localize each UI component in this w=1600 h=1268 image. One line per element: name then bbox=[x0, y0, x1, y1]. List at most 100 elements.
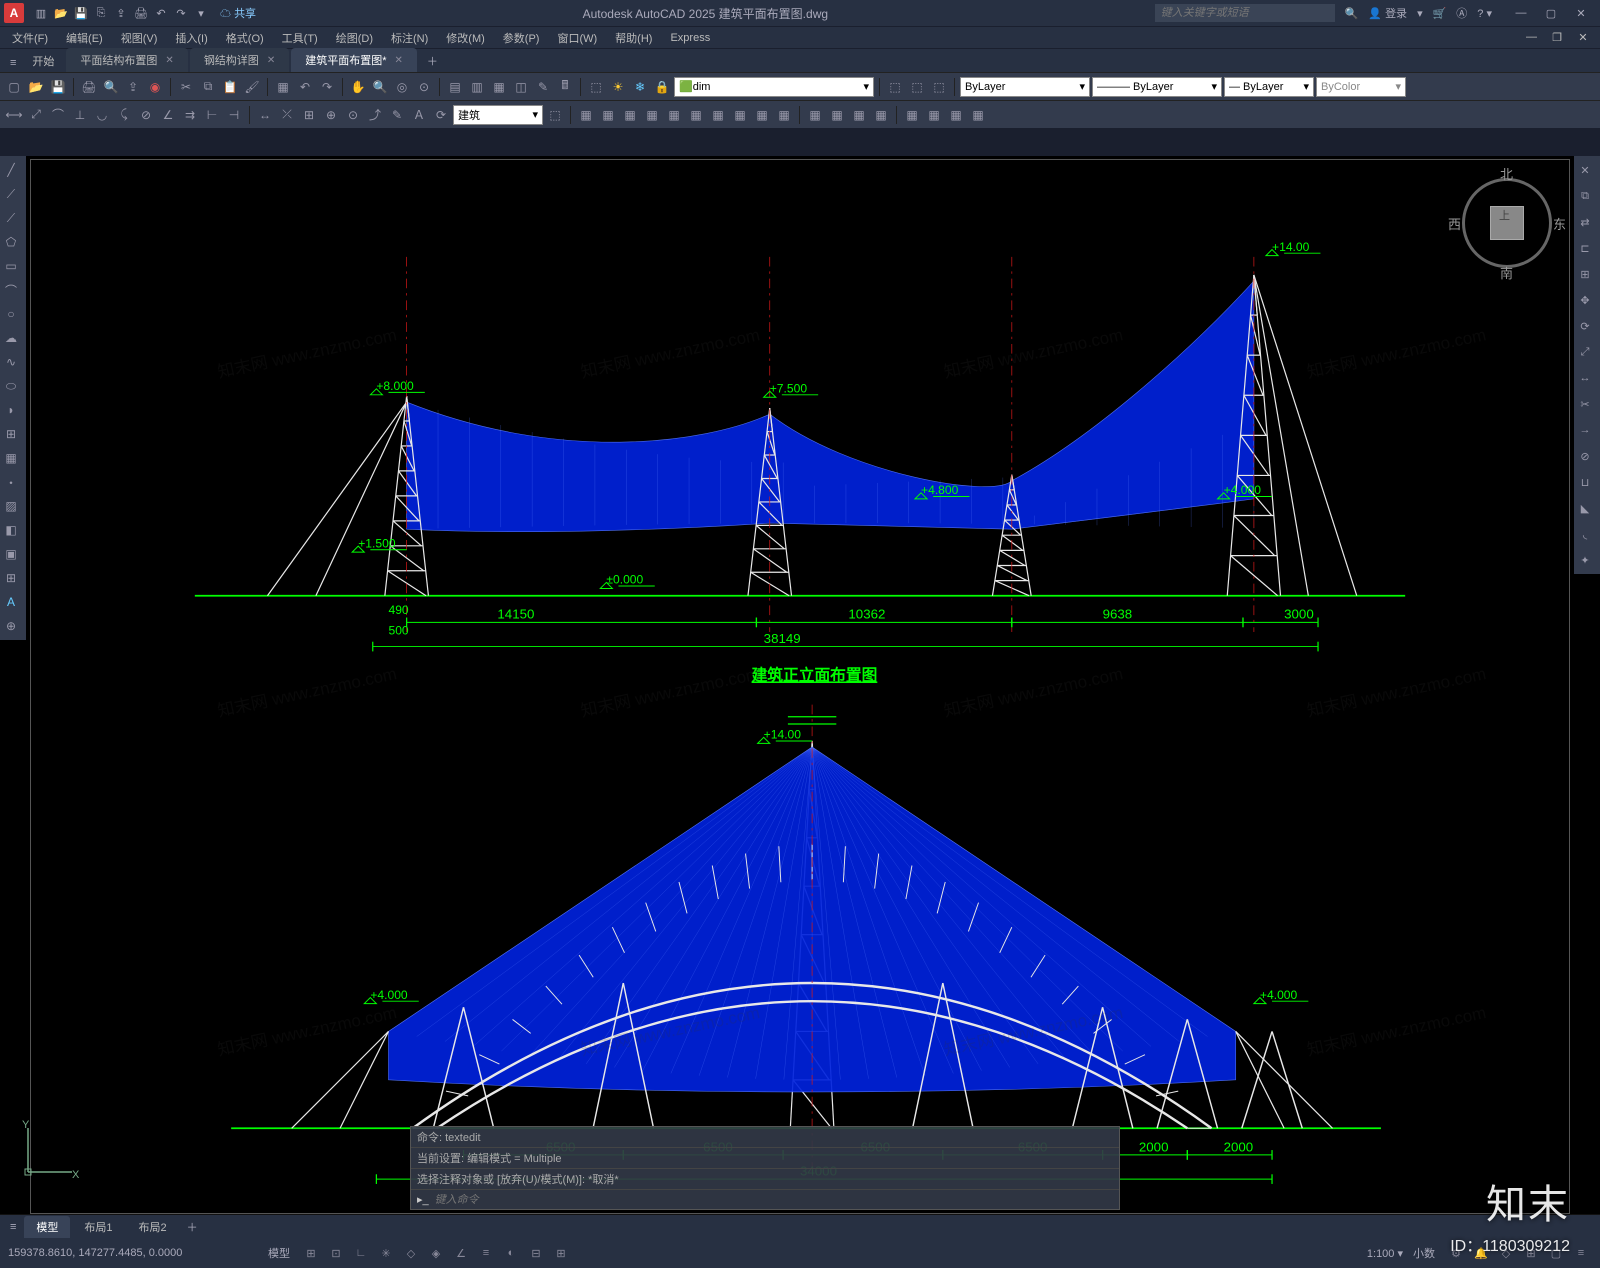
t4-icon[interactable]: ▦ bbox=[642, 105, 662, 125]
redo-icon[interactable]: ↷ bbox=[317, 77, 337, 97]
t16-icon[interactable]: ▦ bbox=[924, 105, 944, 125]
trim-icon[interactable]: ✂ bbox=[1574, 394, 1596, 414]
dimcont-icon[interactable]: ⊣ bbox=[224, 105, 244, 125]
arc-icon[interactable]: ⌒ bbox=[0, 280, 22, 300]
osnap-toggle-icon[interactable]: ◇ bbox=[400, 1243, 422, 1263]
scale-icon[interactable]: ⤢ bbox=[1574, 342, 1596, 362]
layiso-icon[interactable]: ⬚ bbox=[929, 77, 949, 97]
qat-save-icon[interactable]: 💾 bbox=[72, 4, 90, 22]
menu-window[interactable]: 窗口(W) bbox=[549, 28, 605, 48]
point-icon[interactable]: ・ bbox=[0, 472, 22, 492]
move-icon[interactable]: ✥ bbox=[1574, 290, 1596, 310]
layout-add-icon[interactable]: ＋ bbox=[181, 1219, 204, 1235]
file-tab[interactable]: 平面结构布置图✕ bbox=[66, 48, 187, 72]
menu-params[interactable]: 参数(P) bbox=[495, 28, 548, 48]
markup-icon[interactable]: ✎ bbox=[533, 77, 553, 97]
dimaligned-icon[interactable]: ⤢ bbox=[26, 105, 46, 125]
otrack-toggle-icon[interactable]: ∠ bbox=[450, 1243, 472, 1263]
ucs-icon[interactable]: YX bbox=[20, 1120, 80, 1183]
layer-manager-icon[interactable]: ⬚ bbox=[586, 77, 606, 97]
start-tab[interactable]: 开始 bbox=[22, 50, 64, 72]
cut-icon[interactable]: ✂ bbox=[176, 77, 196, 97]
t6-icon[interactable]: ▦ bbox=[686, 105, 706, 125]
t1-icon[interactable]: ▦ bbox=[576, 105, 596, 125]
copy2-icon[interactable]: ⧉ bbox=[1574, 186, 1596, 206]
doc-minimize-icon[interactable]: — bbox=[1518, 29, 1544, 46]
help-icon[interactable]: ? ▾ bbox=[1477, 7, 1492, 20]
array-icon[interactable]: ⊞ bbox=[1574, 264, 1596, 284]
addsel-icon[interactable]: ⊕ bbox=[0, 616, 22, 636]
qat-saveas-icon[interactable]: ⎘ bbox=[92, 4, 110, 22]
login-button[interactable]: 👤 登录 bbox=[1368, 5, 1407, 21]
tolerance-icon[interactable]: ⊞ bbox=[299, 105, 319, 125]
t10-icon[interactable]: ▦ bbox=[774, 105, 794, 125]
lineweight-combo[interactable]: — ByLayer▾ bbox=[1224, 77, 1314, 97]
drawing-canvas[interactable]: +8.000+7.500+14.00+1.500+4.800+4.000±0.0… bbox=[30, 159, 1570, 1214]
view-cube[interactable]: 上 北 南 东 西 bbox=[1452, 168, 1562, 278]
preview-icon[interactable]: 🔍 bbox=[101, 77, 121, 97]
t12-icon[interactable]: ▦ bbox=[827, 105, 847, 125]
units-display[interactable]: 小数 bbox=[1413, 1245, 1435, 1261]
menu-express[interactable]: Express bbox=[662, 30, 718, 46]
freeze-icon[interactable]: ❄ bbox=[630, 77, 650, 97]
file-tab[interactable]: 钢结构详图✕ bbox=[190, 48, 289, 72]
dimted-icon[interactable]: Ａ bbox=[409, 105, 429, 125]
dimstyle-icon[interactable]: ⬚ bbox=[545, 105, 565, 125]
menu-edit[interactable]: 编辑(E) bbox=[58, 28, 111, 48]
spline-icon[interactable]: ∿ bbox=[0, 352, 22, 372]
hamburger-icon[interactable]: ≡ bbox=[4, 54, 22, 72]
pline-icon[interactable]: ⟋ bbox=[0, 208, 22, 228]
menu-draw[interactable]: 绘图(D) bbox=[328, 28, 381, 48]
ellarc-icon[interactable]: ◗ bbox=[0, 400, 22, 420]
annoscale-display[interactable]: 1:100 ▾ bbox=[1367, 1247, 1403, 1260]
rect-icon[interactable]: ▭ bbox=[0, 256, 22, 276]
dimdia-icon[interactable]: ⊘ bbox=[136, 105, 156, 125]
t17-icon[interactable]: ▦ bbox=[946, 105, 966, 125]
t15-icon[interactable]: ▦ bbox=[902, 105, 922, 125]
linetype-combo[interactable]: ——— ByLayer▾ bbox=[1092, 77, 1222, 97]
dimord-icon[interactable]: ⊥ bbox=[70, 105, 90, 125]
rotate-icon[interactable]: ⟳ bbox=[1574, 316, 1596, 336]
dimupdate-icon[interactable]: ⟳ bbox=[431, 105, 451, 125]
publish-icon[interactable]: ⇪ bbox=[123, 77, 143, 97]
sheetset-icon[interactable]: ◫ bbox=[511, 77, 531, 97]
insert-icon[interactable]: ⊞ bbox=[0, 424, 22, 444]
layout-tab[interactable]: 布局2 bbox=[127, 1216, 179, 1238]
zoom-icon[interactable]: 🔍 bbox=[370, 77, 390, 97]
menu-view[interactable]: 视图(V) bbox=[113, 28, 166, 48]
paste-icon[interactable]: 📋 bbox=[220, 77, 240, 97]
matchprop-icon[interactable]: 🖌 bbox=[242, 77, 262, 97]
layprev-icon[interactable]: ⬚ bbox=[907, 77, 927, 97]
menu-insert[interactable]: 插入(I) bbox=[167, 28, 215, 48]
qat-new-icon[interactable]: ▥ bbox=[32, 4, 50, 22]
menu-help[interactable]: 帮助(H) bbox=[607, 28, 660, 48]
layer-combo[interactable]: 🟩 dim▾ bbox=[674, 77, 874, 97]
xline-icon[interactable]: ⟋ bbox=[0, 184, 22, 204]
layout-tab[interactable]: 布局1 bbox=[72, 1216, 124, 1238]
open-icon[interactable]: 📂 bbox=[26, 77, 46, 97]
t13-icon[interactable]: ▦ bbox=[849, 105, 869, 125]
dimarc-icon[interactable]: ⌒ bbox=[48, 105, 68, 125]
share-button[interactable]: ☁ 共享 bbox=[220, 5, 256, 21]
table-icon[interactable]: ⊞ bbox=[0, 568, 22, 588]
grid-toggle-icon[interactable]: ⊞ bbox=[300, 1243, 322, 1263]
inspect-icon[interactable]: ⊙ bbox=[343, 105, 363, 125]
sun-icon[interactable]: ☀ bbox=[608, 77, 628, 97]
close-tab-icon[interactable]: ✕ bbox=[394, 55, 402, 66]
polar-toggle-icon[interactable]: ✳ bbox=[375, 1243, 397, 1263]
steering-icon[interactable]: ⊙ bbox=[414, 77, 434, 97]
app-exchange-icon[interactable]: ▾ bbox=[1417, 7, 1423, 20]
new-icon[interactable]: ▢ bbox=[4, 77, 24, 97]
menu-file[interactable]: 文件(F) bbox=[4, 28, 56, 48]
status-model[interactable]: 模型 bbox=[268, 1245, 290, 1261]
pan-icon[interactable]: ✋ bbox=[348, 77, 368, 97]
t18-icon[interactable]: ▦ bbox=[968, 105, 988, 125]
undo-icon[interactable]: ↶ bbox=[295, 77, 315, 97]
ortho-toggle-icon[interactable]: ∟ bbox=[350, 1243, 372, 1263]
explode-icon[interactable]: ✦ bbox=[1574, 550, 1596, 570]
menu-format[interactable]: 格式(O) bbox=[218, 28, 272, 48]
qat-redo-icon[interactable]: ↷ bbox=[172, 4, 190, 22]
close-button[interactable]: ✕ bbox=[1566, 7, 1596, 20]
extend-icon[interactable]: → bbox=[1574, 420, 1596, 440]
t2-icon[interactable]: ▦ bbox=[598, 105, 618, 125]
